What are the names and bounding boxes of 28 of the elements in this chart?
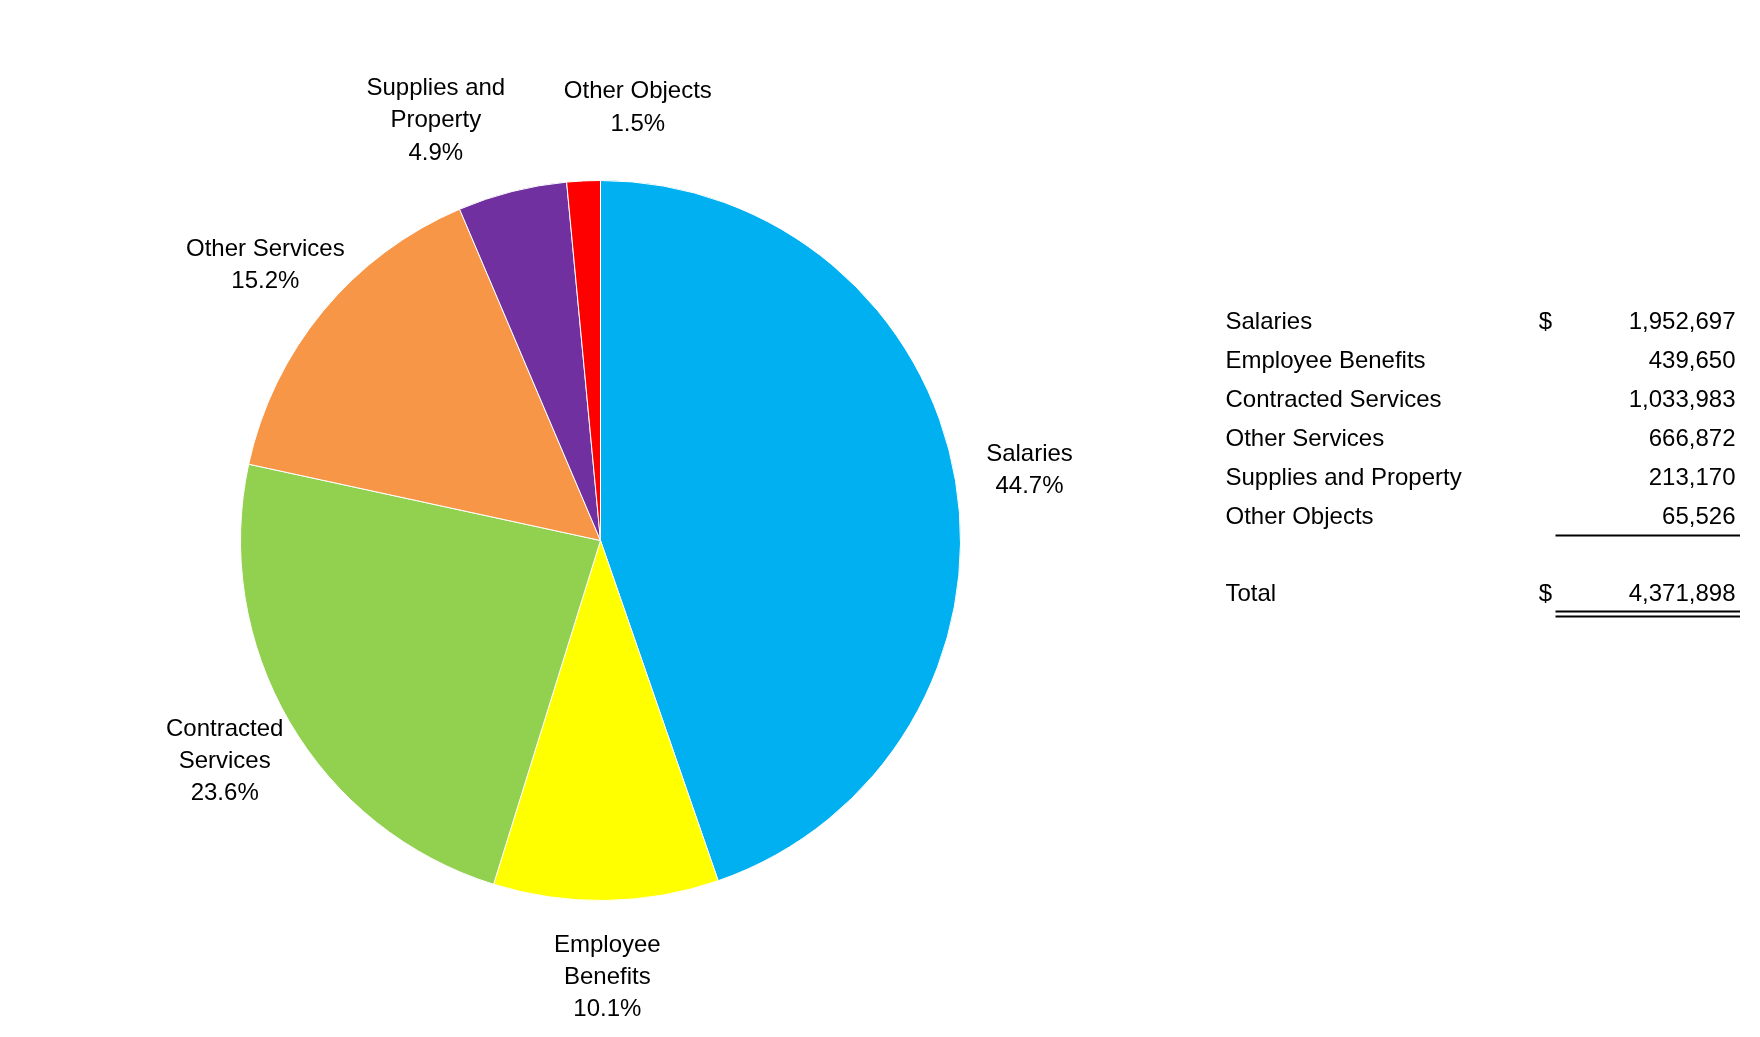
- text: Total: [1225, 579, 1277, 606]
- category-label: Employee Benefits: [1225, 346, 1426, 373]
- text: 666,872: [1648, 424, 1736, 451]
- slice-label: Other Objects: [563, 76, 712, 104]
- text: 4,371,898: [1628, 579, 1736, 606]
- slice-label: Supplies and Property: [366, 72, 506, 133]
- slice-label: Contracted Services: [165, 713, 284, 774]
- category-label: Supplies and Property: [1225, 463, 1462, 490]
- text: 65,526: [1662, 502, 1736, 529]
- text: 1,952,697: [1628, 307, 1736, 334]
- text: 1,033,983: [1628, 385, 1736, 412]
- data-label: 10.1%: [573, 994, 642, 1022]
- data-label: 44.7%: [995, 471, 1064, 499]
- text: 439,650: [1648, 346, 1736, 373]
- slice-label: Salaries: [1225, 307, 1313, 334]
- slice-label: Salaries: [986, 438, 1073, 466]
- data-label: 1.5%: [610, 108, 666, 136]
- category-label: Other Services: [1225, 424, 1385, 451]
- category-label: Contracted Services: [1225, 385, 1442, 412]
- slice-label: Employee Benefits: [553, 929, 661, 989]
- text: 213,170: [1648, 463, 1736, 490]
- text: $: [1538, 307, 1553, 334]
- data-label: 15.2%: [231, 265, 300, 293]
- data-label: 4.9%: [408, 137, 464, 165]
- slice-label: Other Services: [185, 233, 345, 261]
- text: $: [1538, 579, 1553, 606]
- category-label: Other Objects: [1225, 502, 1374, 529]
- data-label: 23.6%: [190, 778, 259, 806]
